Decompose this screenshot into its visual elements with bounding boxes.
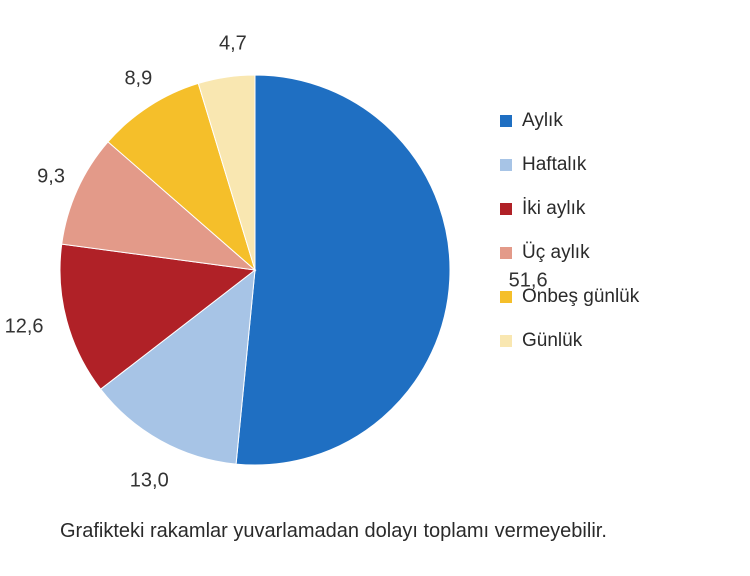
- legend-swatch: [500, 335, 512, 347]
- legend-label: Haftalık: [522, 154, 586, 176]
- legend-label: Onbeş günlük: [522, 286, 639, 308]
- slice-value-label: 8,9: [124, 67, 152, 90]
- legend-item-aylik: Aylık: [500, 110, 639, 132]
- pie-slice: [236, 75, 450, 465]
- legend-swatch: [500, 291, 512, 303]
- legend-label: İki aylık: [522, 198, 585, 220]
- slice-value-label: 9,3: [37, 165, 65, 188]
- legend-item-iki-aylik: İki aylık: [500, 198, 639, 220]
- slice-value-label: 4,7: [219, 32, 247, 55]
- legend-swatch: [500, 247, 512, 259]
- slice-value-label: 13,0: [130, 470, 169, 493]
- chart-container: 51,613,012,69,38,94,7 Aylık Haftalık İki…: [0, 0, 750, 576]
- legend-label: Günlük: [522, 330, 582, 352]
- pie-svg: [40, 20, 460, 480]
- legend-label: Üç aylık: [522, 242, 590, 264]
- slice-value-label: 12,6: [5, 315, 44, 338]
- legend-item-gunluk: Günlük: [500, 330, 639, 352]
- footnote: Grafikteki rakamlar yuvarlamadan dolayı …: [60, 520, 607, 543]
- legend-swatch: [500, 115, 512, 127]
- legend-item-onbes-gunluk: Onbeş günlük: [500, 286, 639, 308]
- pie-area: 51,613,012,69,38,94,7: [40, 20, 460, 480]
- legend: Aylık Haftalık İki aylık Üç aylık Onbeş …: [500, 110, 639, 352]
- legend-swatch: [500, 159, 512, 171]
- legend-item-haftalik: Haftalık: [500, 154, 639, 176]
- legend-item-uc-aylik: Üç aylık: [500, 242, 639, 264]
- legend-label: Aylık: [522, 110, 563, 132]
- legend-swatch: [500, 203, 512, 215]
